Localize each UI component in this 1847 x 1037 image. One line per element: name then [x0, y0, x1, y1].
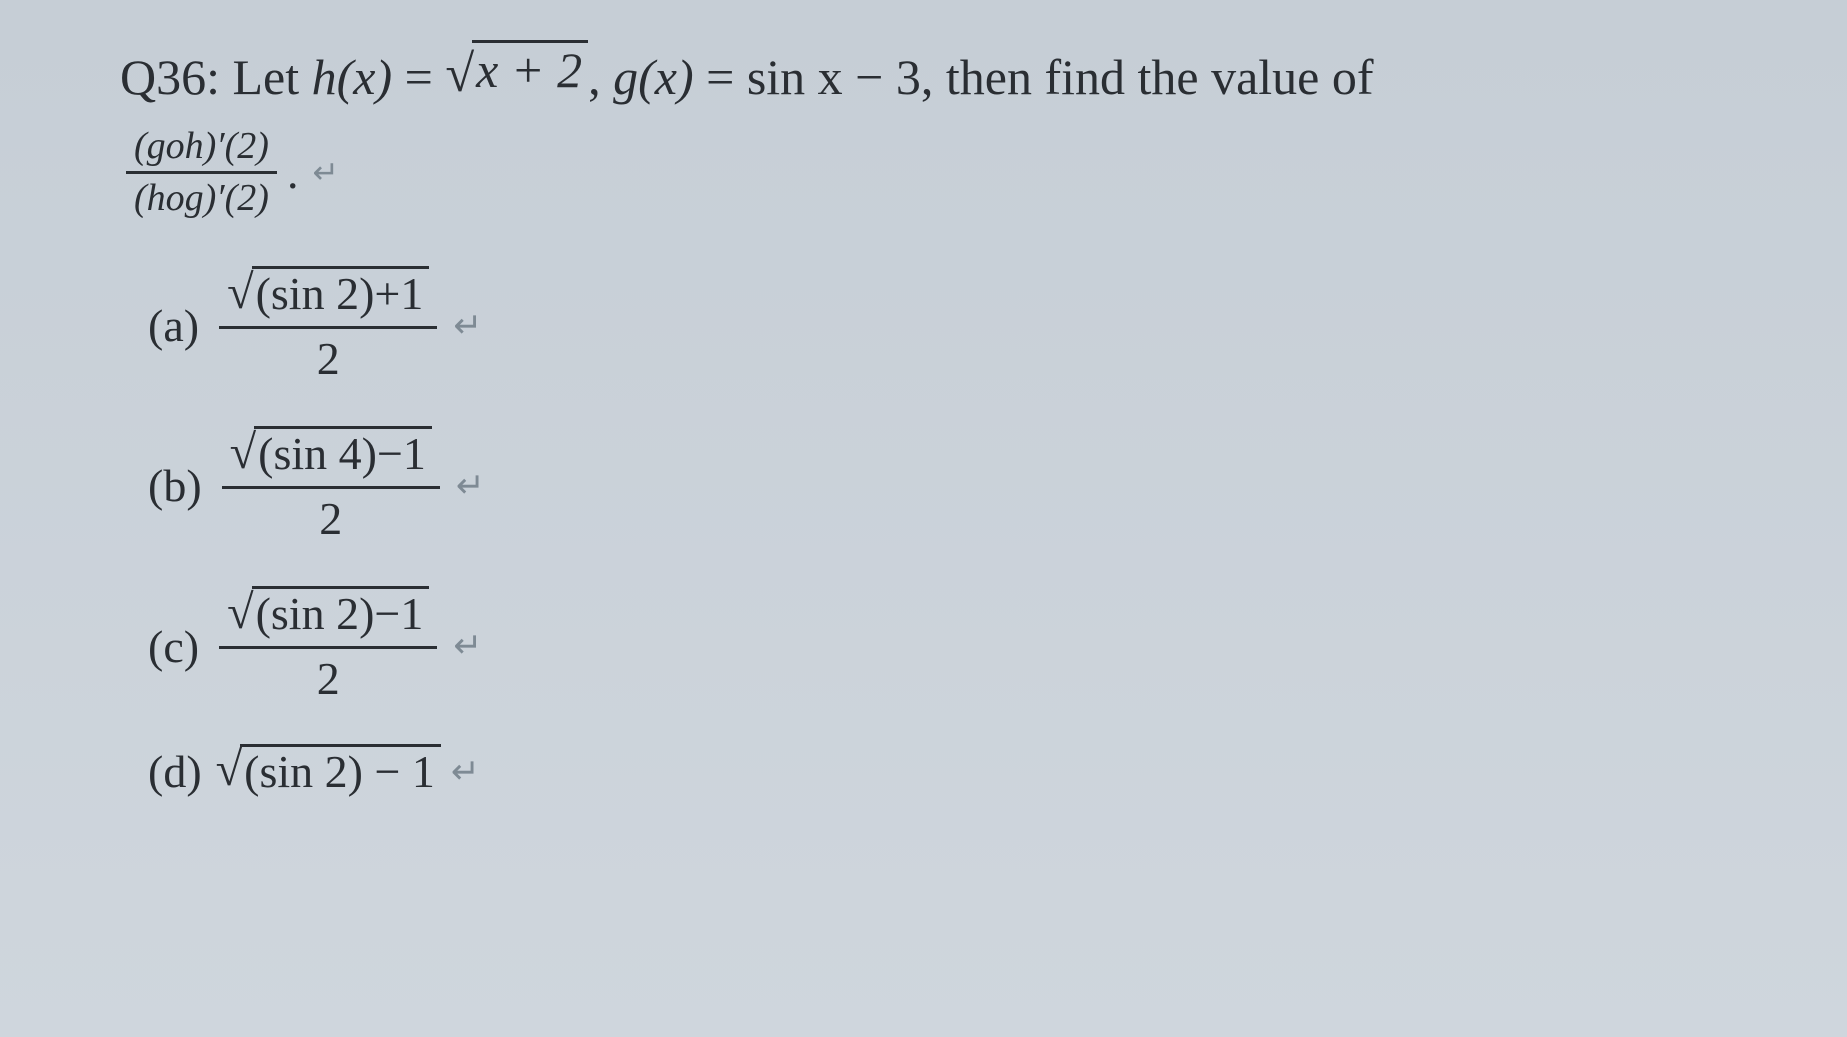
- option-a-denominator: 2: [309, 329, 348, 388]
- option-b-numerator: √ (sin 4)−1: [222, 424, 440, 486]
- option-a: (a) √ (sin 2)+1 2 ↵: [148, 264, 1787, 388]
- radical-icon: √: [445, 38, 474, 112]
- option-a-radicand: (sin 2)+1: [252, 266, 430, 320]
- target-numerator: (goh)′(2): [126, 122, 277, 172]
- h-lhs: h(x): [312, 42, 393, 112]
- pilcrow-icon: ↵: [456, 466, 485, 506]
- options-list: (a) √ (sin 2)+1 2 ↵ (b) √: [148, 264, 1787, 799]
- option-b-denominator: 2: [311, 489, 350, 548]
- pilcrow-icon: ↵: [312, 154, 338, 191]
- target-expression: (goh)′(2) (hog)′(2) . ↵: [120, 122, 1787, 224]
- option-c-radicand: (sin 2)−1: [252, 586, 430, 640]
- comma-1: ,: [588, 42, 601, 112]
- option-a-sqrt: √ (sin 2)+1: [227, 266, 429, 324]
- period: .: [287, 146, 299, 199]
- option-b-sqrt: √ (sin 4)−1: [230, 426, 432, 484]
- equals-1: =: [405, 42, 433, 112]
- option-a-fraction: √ (sin 2)+1 2: [219, 264, 437, 388]
- g-rhs: sin x − 3: [747, 42, 921, 112]
- option-d-sqrt: √ (sin 2) − 1: [216, 744, 441, 799]
- option-c: (c) √ (sin 2)−1 2 ↵: [148, 584, 1787, 708]
- target-fraction: (goh)′(2) (hog)′(2): [126, 122, 277, 224]
- option-c-fraction: √ (sin 2)−1 2: [219, 584, 437, 708]
- pilcrow-icon: ↵: [453, 306, 482, 346]
- option-a-label: (a): [148, 299, 199, 352]
- lead-word: Let: [233, 42, 300, 112]
- question-number: Q36:: [120, 42, 220, 112]
- option-b-radicand: (sin 4)−1: [254, 426, 432, 480]
- g-lhs: g(x): [613, 42, 694, 112]
- pilcrow-icon: ↵: [451, 752, 480, 792]
- option-c-numerator: √ (sin 2)−1: [219, 584, 437, 646]
- option-d: (d) √ (sin 2) − 1 ↵: [148, 744, 1787, 799]
- radical-icon: √: [216, 742, 243, 797]
- radical-icon: √: [230, 424, 257, 482]
- option-d-radicand: (sin 2) − 1: [240, 744, 441, 798]
- option-c-sqrt: √ (sin 2)−1: [227, 586, 429, 644]
- radical-icon: √: [227, 264, 254, 322]
- option-c-denominator: 2: [309, 649, 348, 708]
- page: Q36: Let h(x) = √ x + 2 , g(x) = sin x −…: [0, 0, 1847, 1037]
- pilcrow-icon: ↵: [453, 626, 482, 666]
- h-radicand: x + 2: [472, 40, 588, 98]
- option-b-fraction: √ (sin 4)−1 2: [222, 424, 440, 548]
- sqrt-h-def: √ x + 2: [445, 40, 588, 114]
- equals-2: =: [706, 42, 734, 112]
- option-b-label: (b): [148, 459, 202, 512]
- option-a-numerator: √ (sin 2)+1: [219, 264, 437, 326]
- option-c-label: (c): [148, 620, 199, 673]
- question-line: Q36: Let h(x) = √ x + 2 , g(x) = sin x −…: [120, 40, 1787, 114]
- option-b: (b) √ (sin 4)−1 2 ↵: [148, 424, 1787, 548]
- tail-text: , then find the value of: [921, 42, 1374, 112]
- option-d-label: (d): [148, 745, 202, 798]
- radical-icon: √: [227, 584, 254, 642]
- target-denominator: (hog)′(2): [126, 174, 277, 224]
